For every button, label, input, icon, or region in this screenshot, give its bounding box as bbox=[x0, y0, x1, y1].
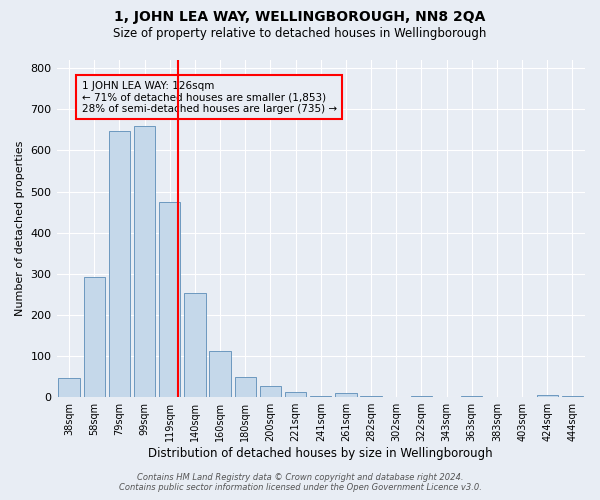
Bar bbox=[134, 126, 155, 397]
Y-axis label: Number of detached properties: Number of detached properties bbox=[15, 141, 25, 316]
Bar bbox=[83, 276, 105, 397]
Text: Contains HM Land Registry data © Crown copyright and database right 2024.
Contai: Contains HM Land Registry data © Crown c… bbox=[119, 473, 481, 492]
Bar bbox=[411, 396, 432, 397]
Bar bbox=[361, 396, 382, 397]
Bar bbox=[109, 130, 130, 397]
Bar bbox=[58, 378, 80, 397]
Bar bbox=[536, 395, 558, 397]
Text: 1, JOHN LEA WAY, WELLINGBOROUGH, NN8 2QA: 1, JOHN LEA WAY, WELLINGBOROUGH, NN8 2QA bbox=[115, 10, 485, 24]
Bar bbox=[310, 396, 331, 397]
Bar bbox=[184, 293, 206, 397]
Bar bbox=[235, 378, 256, 397]
X-axis label: Distribution of detached houses by size in Wellingborough: Distribution of detached houses by size … bbox=[148, 447, 493, 460]
Bar bbox=[209, 350, 231, 397]
Bar bbox=[159, 202, 181, 397]
Bar bbox=[285, 392, 307, 397]
Bar bbox=[260, 386, 281, 397]
Bar bbox=[562, 396, 583, 397]
Text: Size of property relative to detached houses in Wellingborough: Size of property relative to detached ho… bbox=[113, 28, 487, 40]
Bar bbox=[335, 393, 356, 397]
Bar bbox=[461, 396, 482, 397]
Text: 1 JOHN LEA WAY: 126sqm
← 71% of detached houses are smaller (1,853)
28% of semi-: 1 JOHN LEA WAY: 126sqm ← 71% of detached… bbox=[82, 80, 337, 114]
